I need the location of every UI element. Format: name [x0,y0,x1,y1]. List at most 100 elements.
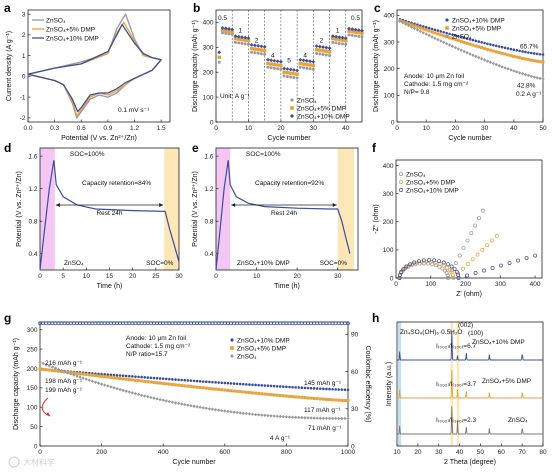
cycle-point [93,380,98,384]
cycle-point [272,393,276,397]
x-axis-label: 2 Theta (degree) [444,459,496,466]
eis-point [480,208,485,213]
cycle-point [167,399,172,404]
rate-point [253,47,257,51]
y-tick-label: 200 [27,366,38,373]
rate-point [324,45,329,50]
cycle-point [146,376,150,379]
plot-frame [396,9,544,123]
cycle-point [480,46,484,50]
rate-point [350,33,354,37]
cycle-point [232,389,236,393]
cycle-point [254,391,258,395]
y-tick-label: 1.6 [28,153,37,160]
cycle-point [328,398,332,402]
cycle-point [143,376,147,379]
cycle-point [44,363,48,367]
cycle-point [325,387,328,391]
rate-point [347,26,351,31]
cycle-point [84,373,88,377]
discharge-region [164,148,179,270]
rate-point [223,26,228,31]
cycle-point [195,385,199,389]
cycle-point [538,76,542,81]
cycle-point [424,25,428,29]
cycle-point [72,373,76,377]
cycle-point [213,408,218,412]
eis-point [445,265,450,270]
eis-point [477,216,481,221]
rate-point [272,66,276,70]
legend-label: ZnSO₄+5% DMP [46,26,95,33]
cycle-point [115,376,119,380]
panel-letter: f [372,141,377,155]
cycle-point [207,386,211,390]
cycle-point [535,76,539,80]
rate-point [321,49,325,53]
cycle-point [300,415,304,420]
cycle-point [535,59,539,63]
cycle-point [207,407,212,411]
cycle-point [183,378,187,382]
cycle-point [164,399,168,403]
x-tick-label: 0 [38,449,42,456]
cycle-point [50,368,54,372]
cycle-point [465,37,469,40]
legend-label: ZnSO₄+10% DMP [237,337,290,344]
rate-point [282,66,287,71]
rate-point [237,41,241,45]
x-tick-label: 400 [158,449,169,456]
cycle-point [53,366,58,370]
cycle-point [512,48,516,52]
rate-point [340,35,345,40]
cycle-point [278,414,282,419]
rate-label: 2 [320,37,324,44]
cycle-point [263,384,267,387]
cycle-point [506,47,510,50]
cycle-point [509,47,513,51]
eis-point [427,258,431,263]
plot-frame [395,159,543,279]
cycle-point [532,75,536,79]
eis-point [412,260,417,265]
cycle-point [515,49,519,52]
y-axis-label: Discharge capacity (mAh g⁻¹) [13,338,20,430]
x-tick-label: 40 [510,125,518,132]
cycle-point [430,30,434,34]
x-tick-label: 300 [495,281,506,288]
x-tick-label: 10 [393,449,401,456]
cycle-point [214,387,218,391]
rest-label: Rest 24h [271,210,297,217]
x-axis-label: Cycle number [448,135,492,142]
cycle-point [75,374,79,378]
rate-point [269,58,274,63]
cycle-point [506,67,510,71]
legend-marker [399,180,403,184]
legend-marker [445,26,449,30]
cycle-point [327,416,332,421]
eis-point [421,258,426,263]
cycle-point [442,40,446,45]
cycle-point [195,405,199,409]
cycle-point [491,61,496,66]
value-label: 216 mAh g⁻¹ [45,360,83,367]
cycle-point [486,42,489,46]
eis-point [437,259,442,264]
y-tick-label: 0 [34,443,38,450]
cycle-point [483,41,486,45]
cycle-point [81,376,85,380]
rate-point [285,74,289,78]
cycle-point [427,29,431,33]
cycle-point [300,386,304,390]
cycle-point [229,382,233,385]
rate-point [318,48,322,53]
y-tick-label: -1 [20,94,26,101]
rate-point [289,75,293,79]
cycle-point [468,52,472,56]
y-axis-label: Intensity (a.u.) [386,362,393,406]
eis-point [473,271,478,275]
cycle-point [96,381,101,385]
cycle-point [527,51,530,54]
cycle-point [130,378,134,382]
